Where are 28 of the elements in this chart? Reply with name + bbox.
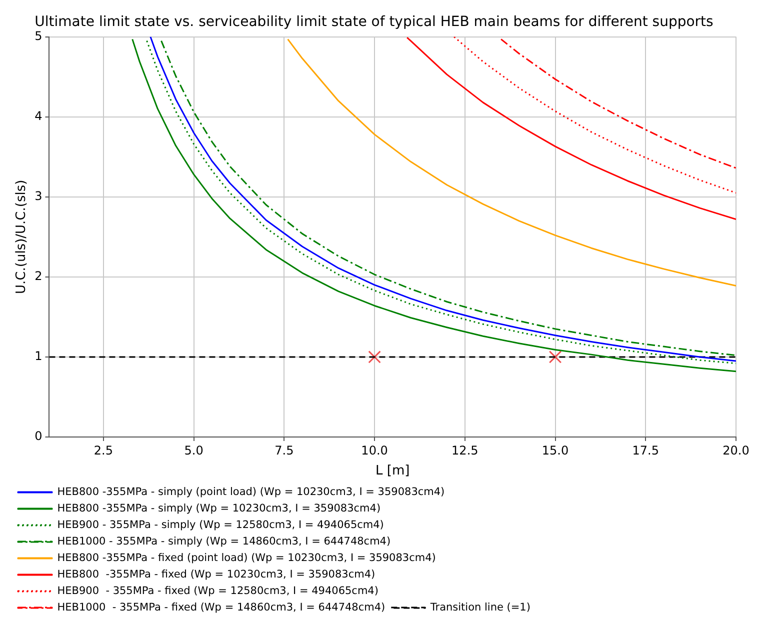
- legend-label: HEB800 -355MPa - simply (point load) (Wp = 10230cm3, I = 359083cm4): [57, 486, 445, 498]
- legend-label: HEB900 - 355MPa - simply (Wp = 12580cm3, I = 494065cm4): [57, 518, 384, 531]
- legend-label: HEB800 -355MPa - simply (Wp = 10230cm3, I = 359083cm4): [57, 502, 381, 514]
- legend-label: HEB1000 - 355MPa - simply (Wp = 14860cm3, I = 644748cm4): [57, 535, 391, 548]
- chart-title: Ultimate limit state vs. serviceability limit state of typical HEB main beams for different supports: [34, 14, 714, 30]
- x-tick-label: 20.0: [722, 443, 750, 458]
- legend-label: Transition line (=1): [429, 601, 530, 614]
- y-tick-label: 1: [34, 349, 42, 364]
- legend-label: HEB800 -355MPa - fixed (point load) (Wp = 10230cm3, I = 359083cm4): [57, 552, 436, 564]
- x-axis-title: L [m]: [376, 464, 410, 479]
- y-axis-title: U.C.(uls)/U.C.(sls): [14, 180, 30, 294]
- y-tick-label: 4: [34, 108, 42, 123]
- x-tick-label: 7.5: [274, 443, 294, 458]
- line-series: [500, 38, 736, 169]
- line-series: [453, 36, 736, 194]
- x-tick-label: 15.0: [542, 443, 569, 458]
- x-tick-label: 12.5: [452, 443, 478, 458]
- legend-label: HEB800 -355MPa - fixed (Wp = 10230cm3, I = 359083cm4): [57, 568, 376, 580]
- y-tick-label: 2: [34, 269, 42, 284]
- legend-label: HEB900 - 355MPa - fixed (Wp = 12580cm3, I = 494065cm4): [57, 584, 378, 597]
- x-tick-label: 10.0: [361, 443, 388, 458]
- x-tick-label: 2.5: [94, 443, 113, 458]
- y-tick-label: 5: [34, 28, 42, 43]
- y-tick-label: 0: [34, 429, 42, 444]
- x-tick-label: 17.5: [632, 443, 659, 458]
- y-tick-label: 3: [34, 189, 42, 204]
- x-tick-label: 5.0: [184, 443, 204, 458]
- legend-label: HEB1000 - 355MPa - fixed (Wp = 14860cm3, I = 644748cm4): [57, 601, 386, 614]
